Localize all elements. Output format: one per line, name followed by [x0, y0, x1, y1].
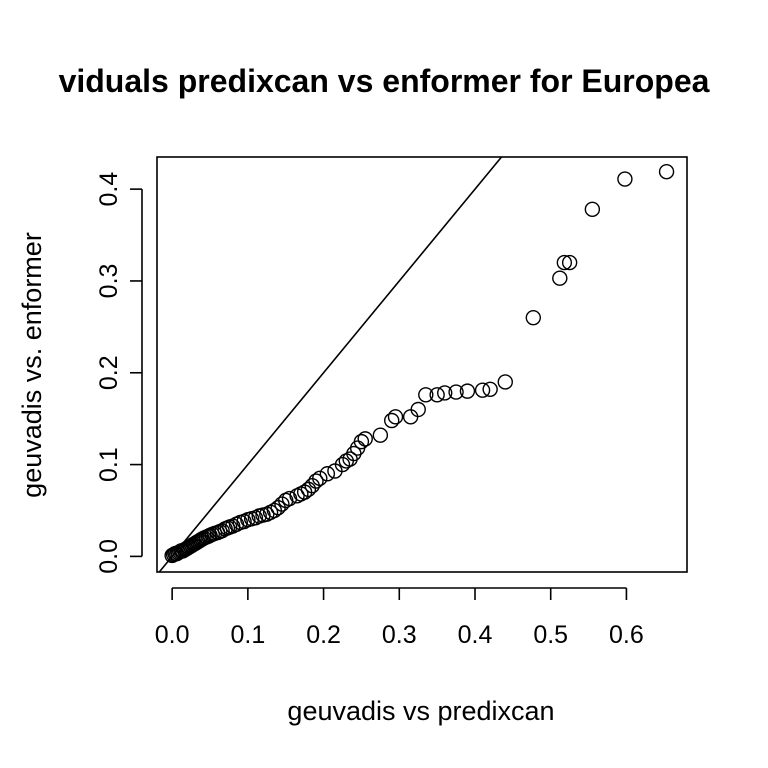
data-point [372, 427, 389, 443]
x-tick-label: 0.1 [230, 621, 265, 649]
data-point [387, 409, 404, 425]
data-point [402, 409, 419, 425]
reference-line [158, 156, 503, 573]
data-point [312, 470, 328, 487]
y-tick-label: 0.3 [95, 264, 123, 299]
data-point [274, 496, 290, 512]
data-points [164, 163, 675, 564]
x-tick-label: 0.0 [155, 621, 190, 649]
x-axis: 0.0 0.1 0.2 0.3 0.4 0.5 0.6 [155, 587, 644, 649]
data-point [353, 433, 370, 450]
data-point [556, 254, 573, 271]
data-point [561, 254, 578, 271]
plot-frame [156, 156, 688, 573]
data-point [525, 309, 541, 326]
data-point [308, 473, 324, 489]
x-tick-label: 0.6 [609, 621, 644, 649]
x-tick-label: 0.5 [533, 621, 568, 649]
y-axis: 0.0 0.1 0.2 0.3 0.4 [95, 172, 143, 574]
y-tick-label: 0.4 [95, 172, 123, 207]
data-point [334, 456, 351, 473]
data-point [617, 171, 633, 187]
data-point [474, 382, 491, 398]
data-point [437, 385, 453, 401]
x-tick-label: 0.4 [458, 621, 493, 649]
data-point [384, 412, 400, 429]
y-tick-label: 0.2 [95, 355, 123, 390]
data-point [410, 401, 426, 418]
data-point [429, 387, 445, 403]
data-point [552, 270, 568, 286]
data-point [448, 384, 464, 400]
data-point [357, 431, 373, 447]
data-point [418, 387, 434, 403]
x-tick-label: 0.3 [382, 621, 417, 649]
y-tick-label: 0.0 [95, 539, 123, 574]
y-tick-label: 0.1 [95, 447, 123, 482]
data-point [658, 163, 675, 180]
chart-title: viduals predixcan vs enformer for Europe… [59, 63, 710, 99]
x-tick-label: 0.2 [306, 621, 341, 649]
data-point [459, 383, 476, 399]
data-point [319, 466, 336, 482]
data-point [497, 374, 513, 390]
data-point [584, 201, 601, 218]
data-point [482, 381, 498, 397]
y-axis-label: geuvadis vs. enformer [17, 232, 47, 498]
x-axis-label: geuvadis vs predixcan [287, 696, 554, 726]
